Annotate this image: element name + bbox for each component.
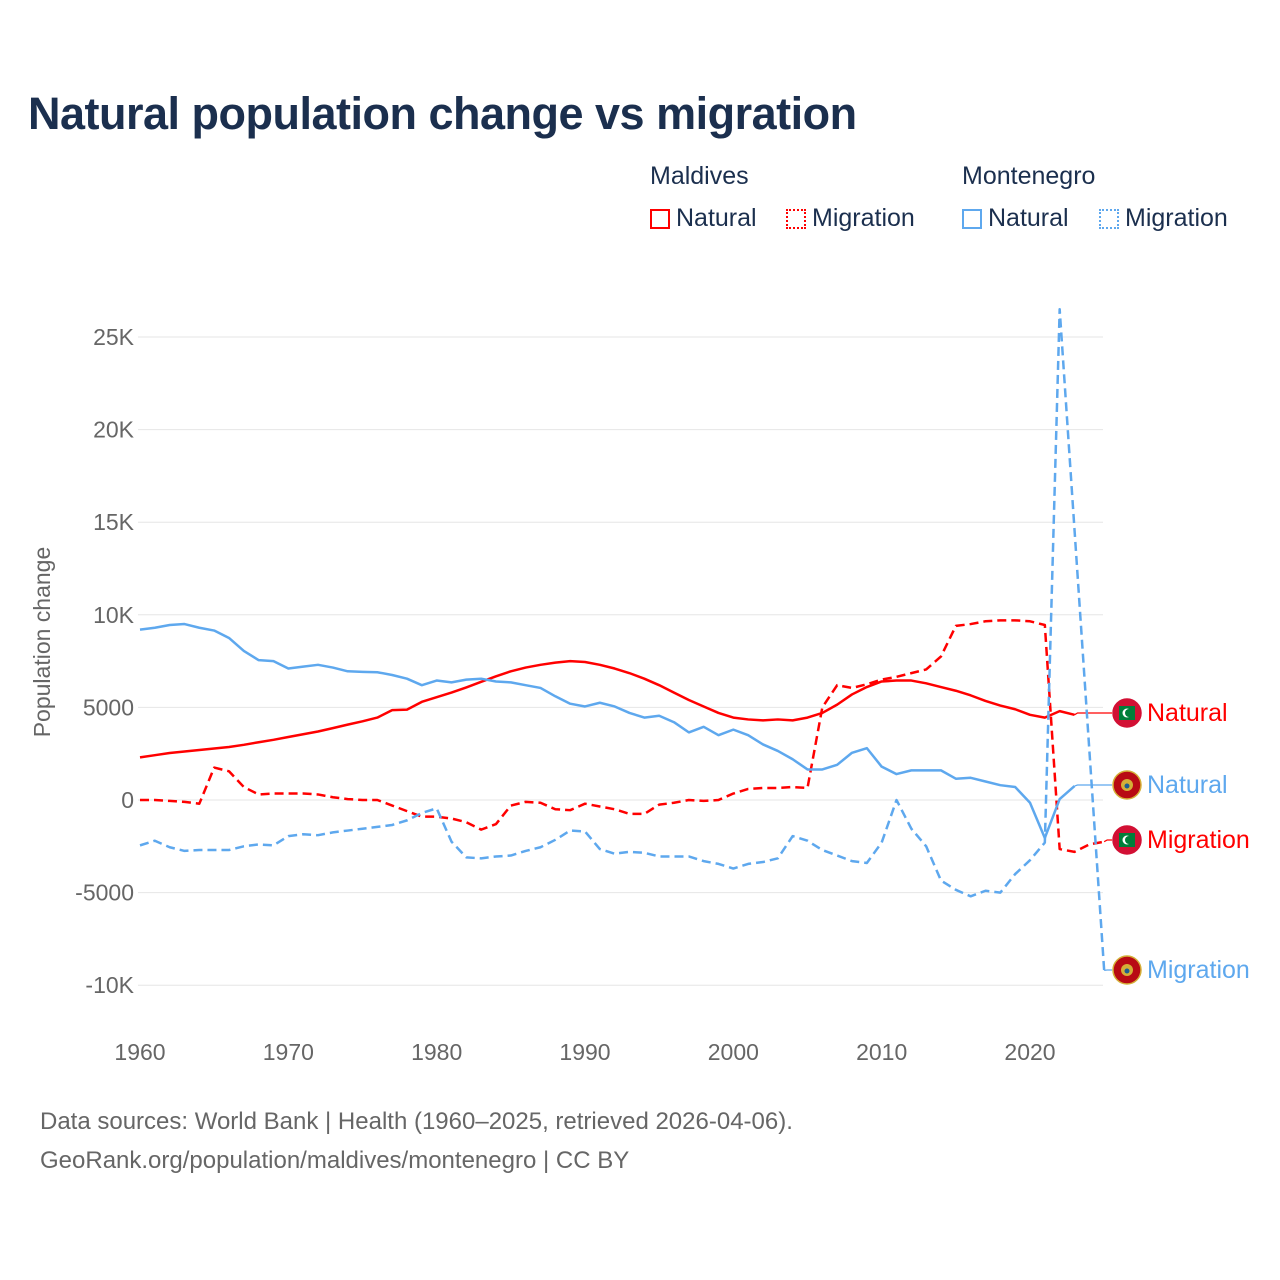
y-tick-label: -5000	[75, 880, 134, 906]
legend-swatch-solid	[962, 208, 982, 229]
legend-label: Migration	[812, 204, 915, 232]
end-label-connector	[1074, 784, 1112, 787]
end-label: Migration	[1147, 956, 1250, 984]
chart-title: Natural population change vs migration	[28, 88, 857, 139]
legend-label: Natural	[988, 204, 1069, 232]
legend-swatch-solid	[650, 208, 670, 229]
plot-area: 25K 20K 15K 10K 5000 0 -5000 -10K 1960 1970 1980 19…	[29, 307, 1250, 1065]
y-tick-label: 5000	[83, 694, 134, 720]
legend-label: Migration	[1125, 204, 1228, 232]
legend-swatch-dotted	[786, 208, 806, 229]
footer-url[interactable]: GeoRank.org/population/maldives/monteneg…	[40, 1147, 630, 1174]
legend-maldives-natural[interactable]: Natural	[650, 204, 757, 233]
x-tick-label: 1990	[559, 1039, 610, 1065]
series-line-maldives-migration	[140, 619, 1105, 854]
series-line-montenegro-natural	[139, 622, 1076, 840]
flag-emblem-shield	[1124, 783, 1130, 789]
end-label: Migration	[1147, 826, 1250, 854]
legend-maldives-migration[interactable]: Migration	[786, 204, 915, 233]
flag-crescent-cut	[1125, 709, 1133, 717]
end-label: Natural	[1147, 771, 1228, 799]
y-tick-label: 10K	[93, 602, 135, 628]
x-tick-label: 1970	[263, 1039, 314, 1065]
legend-label: Natural	[676, 204, 757, 232]
y-tick-label: 15K	[93, 509, 135, 535]
x-tick-label: 2000	[708, 1039, 759, 1065]
x-tick-label: 2010	[856, 1039, 907, 1065]
y-tick-label: -10K	[85, 972, 134, 998]
legend-group-montenegro: Montenegro	[962, 162, 1096, 190]
legend-group-maldives: Maldives	[650, 162, 749, 190]
end-label-connector	[1103, 839, 1112, 843]
end-label-connector	[1074, 712, 1112, 716]
series-line-montenegro-migration	[139, 307, 1106, 971]
y-axis-label: Population change	[29, 547, 55, 738]
x-tick-label: 1980	[411, 1039, 462, 1065]
y-tick-label: 25K	[93, 324, 135, 350]
series-line-maldives-natural	[139, 659, 1075, 759]
flag-emblem-shield	[1124, 968, 1130, 974]
end-label: Natural	[1147, 699, 1228, 727]
legend-montenegro-natural[interactable]: Natural	[962, 204, 1069, 233]
y-tick-label: 20K	[93, 417, 135, 443]
x-tick-label: 1960	[114, 1039, 165, 1065]
legend-swatch-dotted	[1099, 208, 1119, 229]
footer-sources: Data sources: World Bank | Health (1960–…	[40, 1108, 793, 1135]
x-tick-label: 2020	[1004, 1039, 1055, 1065]
y-tick-label: 0	[121, 787, 134, 813]
legend-montenegro-migration[interactable]: Migration	[1099, 204, 1228, 233]
flag-crescent-cut	[1125, 836, 1133, 844]
